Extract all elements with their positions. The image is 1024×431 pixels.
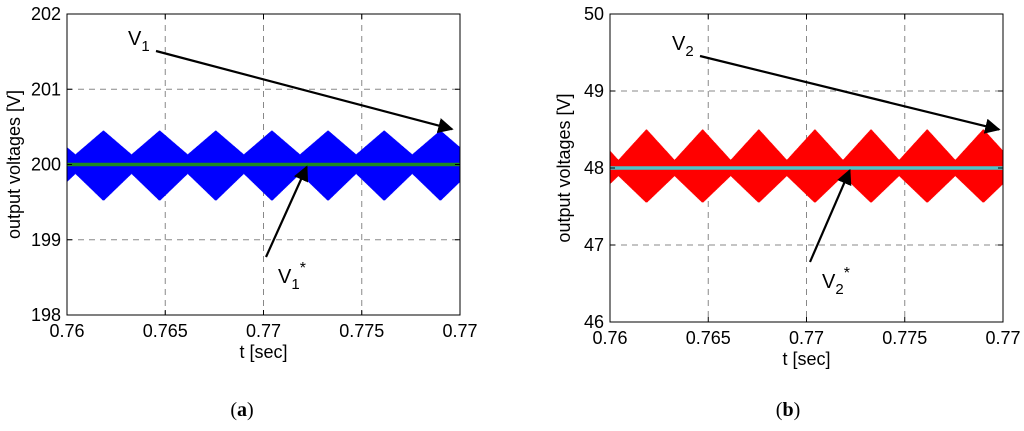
annotation-arrow	[264, 165, 309, 258]
annotation-label: V2*	[822, 265, 850, 298]
plot-series	[610, 129, 1003, 203]
y-tick-label: 50	[584, 4, 604, 24]
y-tick-label: 199	[31, 230, 61, 250]
annotation-arrow	[808, 168, 852, 263]
y-tick-label: 47	[584, 235, 604, 255]
caption-a: (a)	[230, 399, 253, 421]
x-axis-label: t [sec]	[239, 342, 287, 362]
x-tick-label: 0.775	[882, 328, 927, 348]
series-v2-line	[610, 129, 1003, 203]
x-axis-label: t [sec]	[782, 349, 830, 369]
x-tick-label: 0.775	[339, 321, 384, 341]
caption-b-label: b	[782, 399, 793, 421]
x-tick-label: 0.76	[592, 328, 627, 348]
x-tick-label: 0.765	[143, 321, 188, 341]
x-tick-label: 0.765	[686, 328, 731, 348]
y-tick-label: 202	[31, 4, 61, 24]
y-axis-label: output voltages [V]	[4, 90, 24, 239]
annotation-label: V1	[128, 28, 150, 55]
x-tick-label: 0.77	[985, 328, 1020, 348]
chart-panel-a: 0.76 0.765 0.77 0.775 0.77 198 199 200 201 202 t […	[4, 4, 478, 362]
y-tick-label: 49	[584, 81, 604, 101]
y-tick-label: 198	[31, 305, 61, 325]
y-axis-label: output voltages [V]	[554, 93, 574, 242]
caption-b: (b)	[776, 399, 800, 421]
annotation-label: V1*	[278, 260, 306, 293]
x-tick-label: 0.77	[789, 328, 824, 348]
annotation-label: V2	[672, 33, 694, 60]
x-tick-label: 0.76	[49, 321, 84, 341]
x-tick-label: 0.77	[442, 321, 477, 341]
y-tick-label: 201	[31, 79, 61, 99]
annotation-arrow	[699, 54, 1001, 134]
x-tick-label: 0.77	[246, 321, 281, 341]
caption-a-label: a	[237, 399, 247, 421]
y-tick-label: 48	[584, 158, 604, 178]
series-v1-line	[67, 130, 460, 201]
y-tick-label: 46	[584, 312, 604, 332]
y-tick-label: 200	[31, 155, 61, 175]
plot-series	[67, 130, 460, 201]
chart-panel-b: 0.76 0.765 0.77 0.775 0.77 46 47 48 49 50 t [sec] o…	[554, 4, 1021, 369]
annotation-arrow	[155, 49, 454, 134]
